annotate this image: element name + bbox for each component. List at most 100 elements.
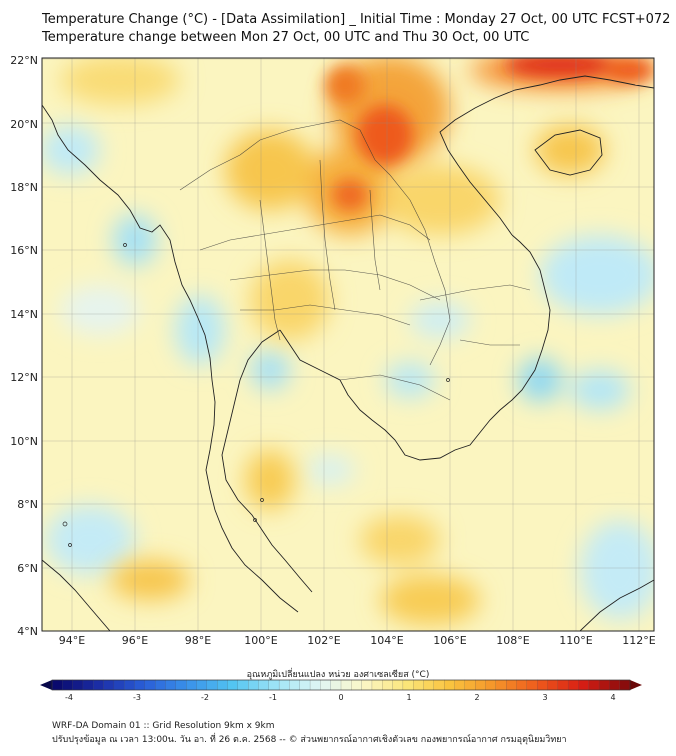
colorbar-tick-label: -4 bbox=[65, 693, 73, 702]
colorbar-swatch bbox=[124, 679, 135, 691]
colorbar-swatch bbox=[567, 679, 579, 691]
colorbar-swatch bbox=[51, 679, 63, 691]
lon-tick-label: 96°E bbox=[122, 634, 148, 647]
colorbar-swatch bbox=[598, 679, 610, 691]
colorbar-swatch bbox=[62, 679, 74, 691]
colorbar-swatch bbox=[609, 679, 621, 691]
admin-borders bbox=[179, 119, 531, 401]
colorbar-swatch bbox=[186, 679, 197, 691]
lon-tick-label: 112°E bbox=[622, 634, 655, 647]
colorbar-swatch bbox=[268, 679, 280, 691]
lon-tick-label: 94°E bbox=[59, 634, 85, 647]
colorbar-max-arrow bbox=[630, 680, 642, 690]
lon-tick-label: 100°E bbox=[244, 634, 277, 647]
lat-tick-label: 6°N bbox=[17, 562, 38, 575]
colorbar-swatch bbox=[165, 679, 177, 691]
colorbar bbox=[40, 679, 642, 691]
lat-tick-label: 16°N bbox=[10, 244, 38, 257]
colorbar-swatch bbox=[485, 679, 497, 691]
colorbar-swatch bbox=[506, 679, 517, 691]
colorbar-tick-label: -1 bbox=[269, 693, 277, 702]
colorbar-swatch bbox=[475, 679, 486, 691]
colorbar-swatch bbox=[227, 679, 239, 691]
colorbar-swatch bbox=[392, 679, 404, 691]
colorbar-swatch bbox=[278, 679, 290, 691]
colorbar-swatch bbox=[433, 679, 445, 691]
lat-tick-label: 20°N bbox=[10, 118, 38, 131]
footer-credit: ปรับปรุงข้อมูล ณ เวลา 13:00น. วัน อา. ที… bbox=[52, 735, 567, 745]
title-block: Temperature Change (°C) - [Data Assimila… bbox=[42, 11, 670, 47]
map-frame bbox=[41, 57, 655, 632]
colorbar-swatch bbox=[175, 679, 187, 691]
coastlines bbox=[42, 75, 654, 631]
colorbar-swatch bbox=[93, 679, 105, 691]
lat-tick-label: 12°N bbox=[10, 371, 38, 384]
colorbar-swatch bbox=[309, 679, 321, 691]
footer: WRF-DA Domain 01 :: Grid Resolution 9km … bbox=[52, 719, 567, 747]
map-title: Temperature Change (°C) - [Data Assimila… bbox=[42, 12, 671, 27]
colorbar-swatch bbox=[237, 679, 249, 691]
colorbar-swatch bbox=[206, 679, 218, 691]
lon-tick-label: 110°E bbox=[559, 634, 592, 647]
colorbar-swatch bbox=[258, 679, 270, 691]
colorbar-tick-label: 1 bbox=[406, 693, 411, 702]
colorbar-swatch bbox=[578, 679, 590, 691]
lon-tick-label: 106°E bbox=[433, 634, 466, 647]
colorbar-tick-label: -2 bbox=[201, 693, 209, 702]
colorbar-swatch bbox=[516, 679, 528, 691]
colorbar-swatch bbox=[464, 679, 476, 691]
colorbar-swatch bbox=[196, 679, 208, 691]
colorbar-swatch bbox=[113, 679, 125, 691]
colorbar-swatch bbox=[72, 679, 84, 691]
colorbar-swatch bbox=[351, 679, 363, 691]
colorbar-swatch bbox=[82, 679, 94, 691]
longitude-labels: 94°E 96°E 98°E 100°E 102°E 104°E 106°E 108°E 110… bbox=[59, 634, 656, 647]
colorbar-swatch bbox=[413, 679, 424, 691]
lat-tick-label: 14°N bbox=[10, 308, 38, 321]
colorbar-swatch bbox=[619, 679, 631, 691]
footer-model-info: WRF-DA Domain 01 :: Grid Resolution 9km … bbox=[52, 721, 275, 731]
colorbar-tick-label: 3 bbox=[542, 693, 547, 702]
lat-tick-label: 8°N bbox=[17, 498, 38, 511]
lat-tick-label: 18°N bbox=[10, 181, 38, 194]
colorbar-tick-label: 0 bbox=[338, 693, 343, 702]
colorbar-swatch bbox=[495, 679, 507, 691]
colorbar-swatch bbox=[330, 679, 342, 691]
colorbar-swatch bbox=[144, 679, 156, 691]
graticule bbox=[42, 58, 654, 631]
colorbar-swatch bbox=[155, 679, 166, 691]
colorbar-tick-label: -3 bbox=[133, 693, 141, 702]
colorbar-swatch bbox=[103, 679, 115, 691]
colorbar-swatch bbox=[547, 679, 559, 691]
colorbar-min-arrow bbox=[40, 680, 52, 690]
colorbar-swatch bbox=[248, 679, 259, 691]
colorbar-swatch bbox=[382, 679, 394, 691]
temperature-field bbox=[42, 58, 654, 631]
colorbar-swatch bbox=[217, 679, 228, 691]
colorbar-swatch bbox=[371, 679, 383, 691]
colorbar-swatch bbox=[289, 679, 301, 691]
colorbar-tick-label: 2 bbox=[474, 693, 479, 702]
colorbar-swatch bbox=[454, 679, 466, 691]
colorbar-label: อุณหภูมิเปลี่ยนแปลง หน่วย องศาเซลเซียส (… bbox=[246, 670, 430, 680]
lon-tick-label: 102°E bbox=[307, 634, 340, 647]
lon-tick-label: 98°E bbox=[185, 634, 211, 647]
map-subtitle: Temperature change between Mon 27 Oct, 0… bbox=[42, 30, 530, 45]
colorbar-swatch bbox=[299, 679, 311, 691]
lat-tick-label: 10°N bbox=[10, 435, 38, 448]
colorbar-swatch bbox=[526, 679, 538, 691]
colorbar-swatch bbox=[134, 679, 146, 691]
colorbar-swatch bbox=[537, 679, 548, 691]
colorbar-swatch bbox=[320, 679, 332, 691]
colorbar-swatch bbox=[340, 679, 352, 691]
lon-tick-label: 108°E bbox=[496, 634, 529, 647]
colorbar-swatch bbox=[402, 679, 414, 691]
lat-tick-label: 22°N bbox=[10, 54, 38, 67]
colorbar-ticks: -4 -3 -2 -1 0 1 2 3 4 bbox=[65, 693, 616, 702]
colorbar-swatch bbox=[361, 679, 373, 691]
lat-tick-label: 4°N bbox=[17, 625, 38, 638]
colorbar-swatch bbox=[444, 679, 455, 691]
colorbar-swatch bbox=[588, 679, 600, 691]
colorbar-swatch bbox=[423, 679, 435, 691]
